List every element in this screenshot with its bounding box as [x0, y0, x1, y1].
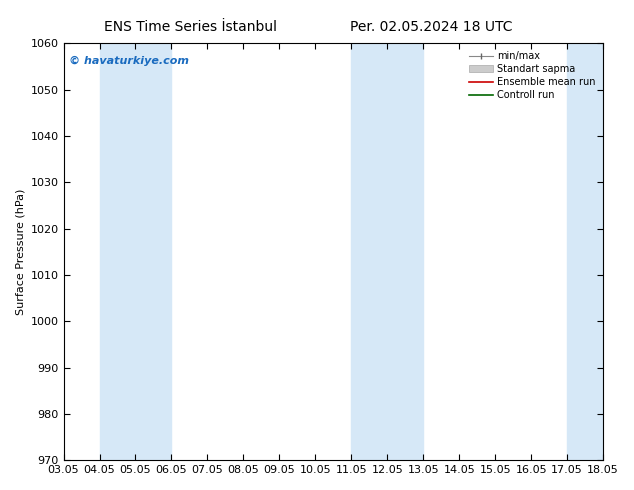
Legend: min/max, Standart sapma, Ensemble mean run, Controll run: min/max, Standart sapma, Ensemble mean r… [466, 49, 598, 103]
Text: ENS Time Series İstanbul: ENS Time Series İstanbul [104, 20, 276, 34]
Text: Per. 02.05.2024 18 UTC: Per. 02.05.2024 18 UTC [350, 20, 512, 34]
Bar [100, 44, 171, 460]
Text: © havaturkiye.com: © havaturkiye.com [69, 56, 189, 66]
Bar [567, 44, 603, 460]
Bar [351, 44, 424, 460]
Y-axis label: Surface Pressure (hPa): Surface Pressure (hPa) [15, 189, 25, 315]
